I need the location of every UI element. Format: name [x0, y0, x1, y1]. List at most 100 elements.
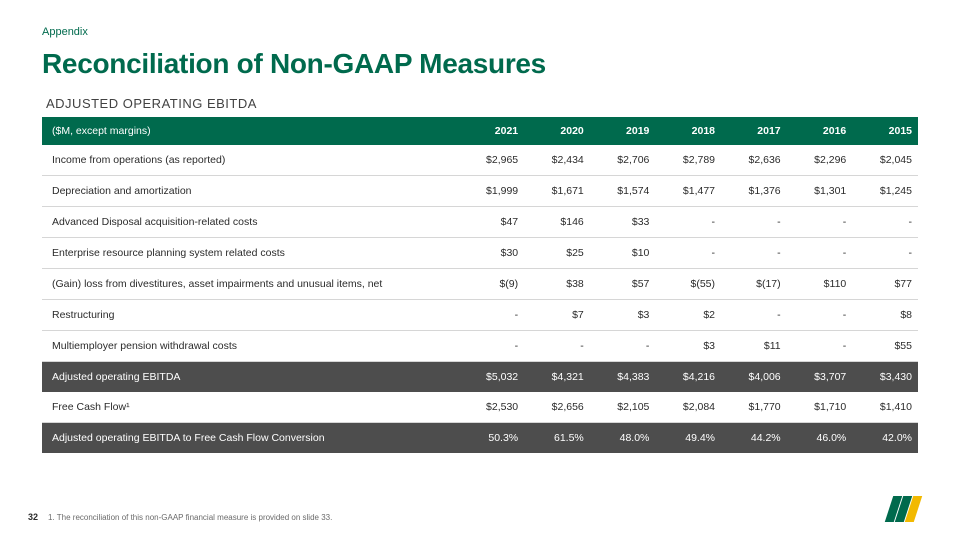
row-value: $146: [524, 207, 590, 238]
row-value: $30: [459, 238, 525, 269]
row-value: $110: [787, 269, 853, 300]
row-value: $25: [524, 238, 590, 269]
row-value: 50.3%: [459, 423, 525, 454]
header-year: 2016: [787, 117, 853, 145]
row-value: $2,084: [655, 392, 721, 423]
row-label: Restructuring: [42, 300, 459, 331]
row-value: $4,216: [655, 362, 721, 393]
row-value: -: [787, 238, 853, 269]
row-value: $2,656: [524, 392, 590, 423]
row-label: Income from operations (as reported): [42, 145, 459, 176]
row-value: -: [787, 207, 853, 238]
row-value: $1,574: [590, 176, 656, 207]
table-row: (Gain) loss from divestitures, asset imp…: [42, 269, 918, 300]
row-value: 49.4%: [655, 423, 721, 454]
table-row: Advanced Disposal acquisition-related co…: [42, 207, 918, 238]
row-value: -: [721, 207, 787, 238]
header-year: 2017: [721, 117, 787, 145]
row-value: $2: [655, 300, 721, 331]
row-value: $2,530: [459, 392, 525, 423]
row-value: 44.2%: [721, 423, 787, 454]
row-label: Multiemployer pension withdrawal costs: [42, 331, 459, 362]
row-value: $57: [590, 269, 656, 300]
row-value: $1,477: [655, 176, 721, 207]
row-value: $3,707: [787, 362, 853, 393]
header-label: ($M, except margins): [42, 117, 459, 145]
row-value: $2,045: [852, 145, 918, 176]
header-year: 2015: [852, 117, 918, 145]
reconciliation-table: ($M, except margins) 2021 2020 2019 2018…: [42, 117, 918, 453]
row-value: -: [524, 331, 590, 362]
table-row: Enterprise resource planning system rela…: [42, 238, 918, 269]
row-value: $(9): [459, 269, 525, 300]
row-value: $3: [590, 300, 656, 331]
row-value: -: [590, 331, 656, 362]
row-label: (Gain) loss from divestitures, asset imp…: [42, 269, 459, 300]
table-row: Income from operations (as reported)$2,9…: [42, 145, 918, 176]
row-value: $10: [590, 238, 656, 269]
row-value: $55: [852, 331, 918, 362]
row-value: $4,006: [721, 362, 787, 393]
row-value: $2,965: [459, 145, 525, 176]
row-value: $38: [524, 269, 590, 300]
page-number: 32: [28, 512, 38, 522]
row-value: -: [852, 238, 918, 269]
row-value: $2,105: [590, 392, 656, 423]
row-value: $2,789: [655, 145, 721, 176]
row-value: -: [787, 300, 853, 331]
header-year: 2021: [459, 117, 525, 145]
row-value: -: [655, 238, 721, 269]
row-value: $(55): [655, 269, 721, 300]
row-label: Free Cash Flow¹: [42, 392, 459, 423]
row-value: $1,410: [852, 392, 918, 423]
row-label: Adjusted operating EBITDA to Free Cash F…: [42, 423, 459, 454]
table-row: Adjusted operating EBITDA to Free Cash F…: [42, 423, 918, 454]
table-row: Multiemployer pension withdrawal costs--…: [42, 331, 918, 362]
row-value: -: [459, 331, 525, 362]
row-value: -: [787, 331, 853, 362]
row-value: 61.5%: [524, 423, 590, 454]
table-header-row: ($M, except margins) 2021 2020 2019 2018…: [42, 117, 918, 145]
row-value: -: [852, 207, 918, 238]
row-value: $1,999: [459, 176, 525, 207]
row-value: -: [459, 300, 525, 331]
row-value: $1,376: [721, 176, 787, 207]
footnote-text: 1. The reconciliation of this non-GAAP f…: [48, 513, 332, 522]
row-label: Enterprise resource planning system rela…: [42, 238, 459, 269]
row-value: -: [655, 207, 721, 238]
table-row: Adjusted operating EBITDA$5,032$4,321$4,…: [42, 362, 918, 393]
header-year: 2018: [655, 117, 721, 145]
row-value: $1,671: [524, 176, 590, 207]
table-row: Restructuring-$7$3$2--$8: [42, 300, 918, 331]
table-row: Free Cash Flow¹$2,530$2,656$2,105$2,084$…: [42, 392, 918, 423]
row-value: $2,434: [524, 145, 590, 176]
row-value: $3,430: [852, 362, 918, 393]
row-value: $5,032: [459, 362, 525, 393]
row-value: $(17): [721, 269, 787, 300]
row-value: $11: [721, 331, 787, 362]
row-value: $1,770: [721, 392, 787, 423]
row-label: Depreciation and amortization: [42, 176, 459, 207]
row-value: $2,706: [590, 145, 656, 176]
eyebrow-text: Appendix: [42, 26, 918, 38]
header-year: 2020: [524, 117, 590, 145]
page-title: Reconciliation of Non-GAAP Measures: [42, 48, 918, 80]
row-value: $77: [852, 269, 918, 300]
row-value: $2,636: [721, 145, 787, 176]
table-row: Depreciation and amortization$1,999$1,67…: [42, 176, 918, 207]
row-value: -: [721, 238, 787, 269]
wm-logo: [889, 496, 918, 522]
header-year: 2019: [590, 117, 656, 145]
row-value: $47: [459, 207, 525, 238]
row-value: $8: [852, 300, 918, 331]
row-value: $3: [655, 331, 721, 362]
row-value: -: [721, 300, 787, 331]
row-value: 42.0%: [852, 423, 918, 454]
row-value: 48.0%: [590, 423, 656, 454]
row-value: $4,383: [590, 362, 656, 393]
row-label: Advanced Disposal acquisition-related co…: [42, 207, 459, 238]
row-value: $2,296: [787, 145, 853, 176]
row-value: 46.0%: [787, 423, 853, 454]
footer: 32 1. The reconciliation of this non-GAA…: [42, 496, 918, 522]
row-value: $1,710: [787, 392, 853, 423]
